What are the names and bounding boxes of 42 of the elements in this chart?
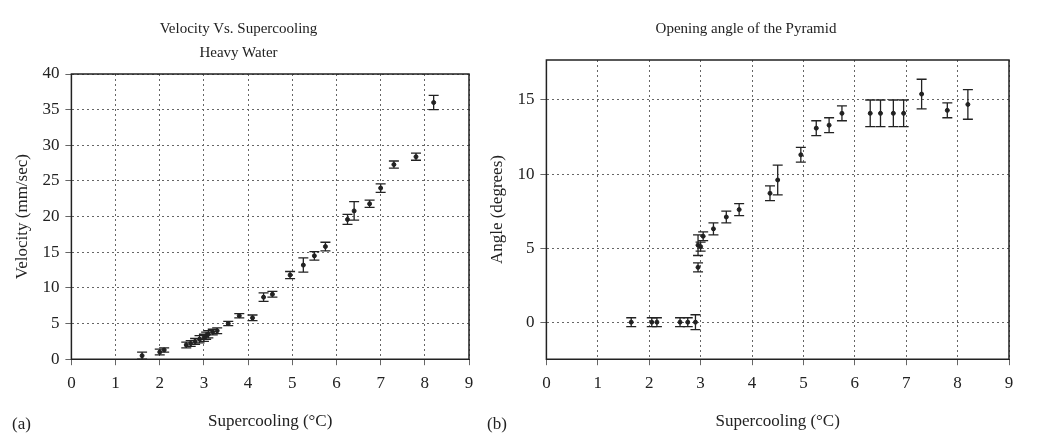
x-tick-label: 1 <box>111 372 120 392</box>
x-tick-label: 8 <box>420 372 430 392</box>
x-tick-label: 4 <box>747 372 757 392</box>
y-tick-label: 40 <box>42 63 60 83</box>
x-tick-label: 4 <box>243 372 253 392</box>
x-tick-label: 3 <box>199 372 209 392</box>
y-tick-label: 15 <box>42 241 60 261</box>
y-tick-label: 0 <box>50 348 60 368</box>
x-axis-title: Supercooling (°C) <box>715 411 840 431</box>
x-tick-label: 9 <box>1004 372 1014 392</box>
chart-title: Velocity Vs. Supercooling <box>159 19 318 36</box>
y-tick-label: 0 <box>525 311 535 331</box>
x-tick-label: 1 <box>593 372 603 392</box>
y-axis-title: Velocity (mm/sec) <box>11 154 31 280</box>
y-tick-label: 20 <box>42 206 60 226</box>
x-tick-label: 0 <box>542 372 551 392</box>
x-axis-title: Supercooling (°C) <box>208 411 333 431</box>
x-tick-label: 8 <box>953 372 962 392</box>
x-tick-label: 3 <box>696 372 705 392</box>
y-tick-label: 15 <box>517 89 535 109</box>
chart-subtitle: Heavy Water <box>199 43 278 60</box>
y-tick-label: 5 <box>50 313 60 333</box>
x-tick-label: 0 <box>67 372 76 392</box>
y-tick-label: 10 <box>42 277 60 297</box>
x-tick-label: 6 <box>332 372 341 392</box>
x-tick-label: 5 <box>288 372 297 392</box>
chart-title: Opening angle of the Pyramid <box>655 19 837 36</box>
x-tick-label: 5 <box>799 372 808 392</box>
y-tick-label: 5 <box>525 237 535 257</box>
x-tick-label: 2 <box>155 372 165 392</box>
y-tick-label: 30 <box>42 134 60 154</box>
x-tick-label: 7 <box>901 372 911 392</box>
x-tick-label: 2 <box>644 372 654 392</box>
y-tick-label: 35 <box>42 99 60 119</box>
text: (b) <box>487 414 507 434</box>
y-tick-label: 10 <box>517 163 535 183</box>
y-axis-title: Angle (degrees) <box>486 155 506 265</box>
x-tick-label: 7 <box>376 372 386 392</box>
x-tick-label: 9 <box>464 372 474 392</box>
text: (a) <box>12 414 31 434</box>
y-tick-label: 25 <box>42 170 60 190</box>
x-tick-label: 6 <box>850 372 860 392</box>
